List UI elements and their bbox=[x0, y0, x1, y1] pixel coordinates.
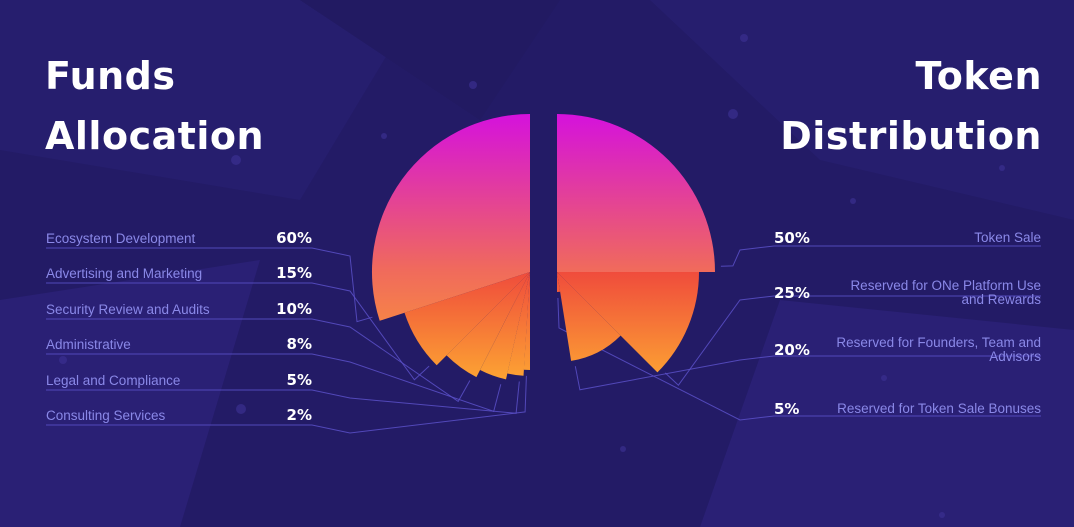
legend-value: 10% bbox=[276, 300, 312, 318]
legend-value: 5% bbox=[774, 400, 800, 418]
legend-label: Advertising and Marketing bbox=[46, 265, 203, 281]
pie-slice bbox=[480, 272, 530, 380]
legend-value: 15% bbox=[276, 264, 312, 282]
pie-slice bbox=[507, 272, 530, 376]
legend-value: 8% bbox=[286, 335, 312, 353]
connector-line bbox=[46, 282, 430, 381]
connector-line bbox=[574, 355, 1041, 391]
legend-row: Consulting Services 2% bbox=[46, 405, 312, 425]
center-divider bbox=[530, 110, 557, 490]
legend-value: 5% bbox=[286, 371, 312, 389]
connector-lines bbox=[46, 245, 1041, 434]
legend-row: 5% Reserved for Token Sale Bonuses bbox=[774, 399, 1041, 419]
pie-slice bbox=[557, 272, 561, 293]
legend-value: 25% bbox=[774, 284, 810, 302]
title-line: Allocation bbox=[45, 114, 265, 158]
legend-row: Ecosystem Development 60% bbox=[46, 228, 312, 248]
title-line: Token bbox=[915, 54, 1042, 98]
legend-label: Reserved for ONe Platform Use and Reward… bbox=[850, 278, 1041, 307]
legend-row: 50% Token Sale bbox=[774, 228, 1041, 248]
pie-slice bbox=[557, 272, 699, 373]
legend-label: Reserved for Founders, Team and Advisors bbox=[836, 335, 1041, 364]
legend-value: 2% bbox=[286, 406, 312, 424]
legend-row: Advertising and Marketing 15% bbox=[46, 263, 312, 283]
legend-value: 20% bbox=[774, 341, 810, 359]
connector-line bbox=[46, 375, 527, 434]
legend-label: Consulting Services bbox=[46, 407, 166, 423]
legend-row: Security Review and Audits 10% bbox=[46, 299, 312, 319]
connector-line bbox=[557, 297, 1041, 421]
pie-slice bbox=[523, 272, 530, 370]
legend-value: 60% bbox=[276, 229, 312, 247]
legend-row: Legal and Compliance 5% bbox=[46, 370, 312, 390]
title-line: Distribution bbox=[780, 114, 1042, 158]
token-distribution-title: Token Distribution bbox=[780, 46, 1042, 166]
legend-label: Security Review and Audits bbox=[46, 301, 210, 317]
pie-slice bbox=[446, 272, 530, 378]
legend-row: 20% Reserved for Founders, Team and Advi… bbox=[774, 335, 1041, 365]
title-line: Funds bbox=[45, 54, 176, 98]
pie-slice bbox=[371, 114, 530, 321]
legend-row: Administrative 8% bbox=[46, 334, 312, 354]
connector-line bbox=[46, 247, 373, 323]
legend-row: 25% Reserved for ONe Platform Use and Re… bbox=[774, 278, 1041, 308]
connector-line bbox=[720, 245, 1041, 267]
connector-line bbox=[46, 318, 471, 403]
connector-line bbox=[46, 381, 520, 414]
legend-label: Legal and Compliance bbox=[46, 372, 181, 388]
legend-label: Reserved for Token Sale Bonuses bbox=[837, 401, 1041, 416]
legend-value: 50% bbox=[774, 229, 810, 247]
legend-label: Administrative bbox=[46, 336, 131, 352]
funds-allocation-title: Funds Allocation bbox=[45, 46, 264, 166]
connector-line bbox=[46, 353, 502, 413]
pie-slice bbox=[557, 272, 621, 361]
connector-line bbox=[664, 295, 1041, 386]
pie-slice bbox=[557, 114, 715, 272]
pie-slices bbox=[371, 114, 715, 380]
legend-label: Token Sale bbox=[974, 230, 1041, 245]
legend-label: Ecosystem Development bbox=[46, 230, 196, 246]
pie-slice bbox=[404, 272, 530, 366]
